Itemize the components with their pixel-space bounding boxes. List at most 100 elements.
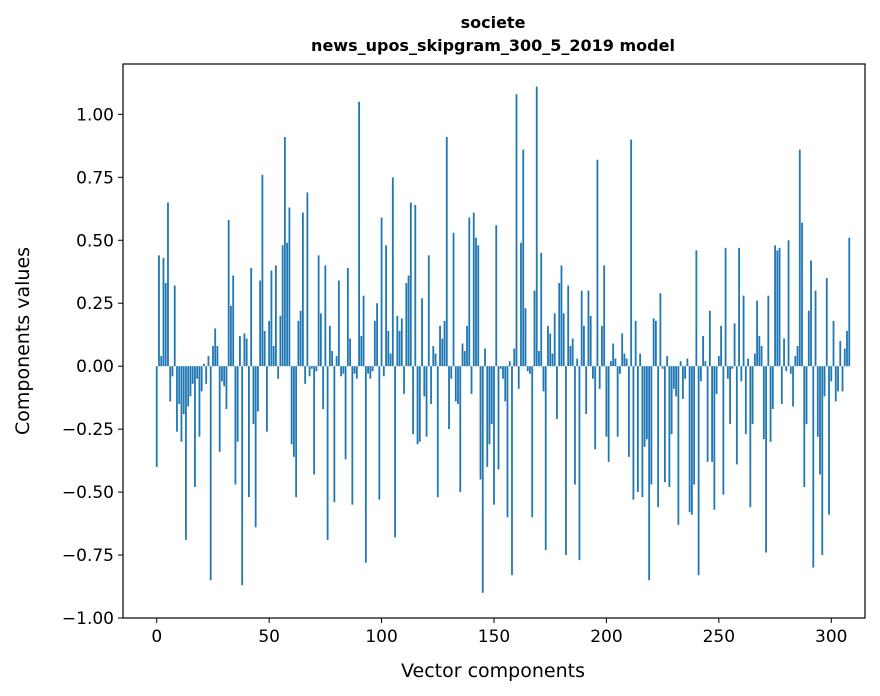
bar <box>506 366 509 518</box>
bar <box>679 361 682 367</box>
bar <box>524 308 527 367</box>
bar <box>268 320 271 367</box>
bar <box>825 278 828 367</box>
bar <box>281 245 284 367</box>
bar <box>738 247 740 367</box>
bar <box>513 348 516 367</box>
bar <box>333 366 336 503</box>
bar <box>558 283 561 367</box>
bar <box>508 361 511 367</box>
bar <box>774 245 776 367</box>
bar <box>632 366 635 500</box>
bar <box>326 366 329 540</box>
x-axis: 0 50 100 150 200 250 300 <box>151 618 847 647</box>
bar <box>592 366 594 379</box>
bar <box>243 333 246 367</box>
bar <box>331 351 334 367</box>
bar <box>400 318 403 367</box>
bar <box>367 366 369 374</box>
bar <box>389 353 392 367</box>
bar <box>668 366 671 488</box>
y-tick-label: 0.75 <box>76 168 114 188</box>
bar <box>767 295 770 367</box>
bar <box>279 315 282 367</box>
bar <box>661 366 664 369</box>
bar <box>477 245 480 367</box>
bar <box>394 366 396 538</box>
bar <box>796 346 799 367</box>
bar <box>603 265 606 367</box>
bar <box>207 356 210 367</box>
bar <box>434 353 437 367</box>
bar <box>481 366 484 593</box>
bar <box>538 351 540 367</box>
bar <box>263 330 266 367</box>
bar <box>684 366 687 379</box>
bar <box>601 325 603 367</box>
bar <box>248 366 250 498</box>
bar <box>742 295 745 367</box>
bar <box>587 290 590 367</box>
bar <box>812 366 815 568</box>
bar <box>677 366 680 525</box>
bar <box>421 298 423 367</box>
bar <box>798 149 801 367</box>
bar <box>771 366 774 409</box>
bar <box>789 366 792 374</box>
bar <box>230 305 232 367</box>
bar <box>531 366 534 518</box>
bar <box>245 338 248 367</box>
x-axis-label: Vector components <box>401 660 585 682</box>
bar <box>382 366 385 377</box>
bar <box>576 358 579 367</box>
bar <box>634 320 637 367</box>
bar <box>706 366 709 462</box>
bar <box>317 255 320 367</box>
bar <box>517 366 520 389</box>
bar <box>695 250 698 367</box>
bar <box>670 366 673 435</box>
bar <box>713 366 716 510</box>
bar <box>628 366 630 457</box>
bar <box>724 247 727 367</box>
bar <box>612 343 615 367</box>
plot-frame <box>122 63 866 619</box>
bar <box>637 366 639 493</box>
bar <box>834 366 837 402</box>
bar <box>841 366 844 392</box>
bar <box>439 325 441 367</box>
bar <box>704 361 707 367</box>
bar <box>470 366 473 394</box>
bar <box>702 335 705 367</box>
bar <box>250 267 253 367</box>
bar <box>821 366 824 556</box>
bar <box>227 220 230 367</box>
bar <box>641 366 644 498</box>
bar <box>214 328 217 367</box>
bar <box>697 366 700 576</box>
y-tick-label: −0.75 <box>62 546 114 566</box>
bar <box>286 242 289 367</box>
y-axis: −1.00 −0.75 −0.50 −0.25 0.00 0.25 0.50 0.75 1.00 <box>62 105 123 629</box>
bar <box>225 366 228 409</box>
bar <box>158 255 160 367</box>
bar <box>362 295 365 367</box>
bar <box>488 366 491 445</box>
bar <box>398 330 401 367</box>
bar <box>369 366 372 379</box>
bar <box>450 366 453 379</box>
bar <box>720 325 722 367</box>
bar <box>616 366 619 437</box>
bar <box>414 205 417 367</box>
bar <box>652 318 655 367</box>
bar <box>232 275 235 367</box>
bar <box>666 356 669 367</box>
bar <box>472 212 475 367</box>
bar <box>353 366 356 374</box>
bar <box>569 346 572 367</box>
bar <box>358 101 360 367</box>
bar <box>699 366 702 382</box>
bar <box>173 285 176 367</box>
bar <box>819 366 821 475</box>
bar <box>843 348 846 367</box>
